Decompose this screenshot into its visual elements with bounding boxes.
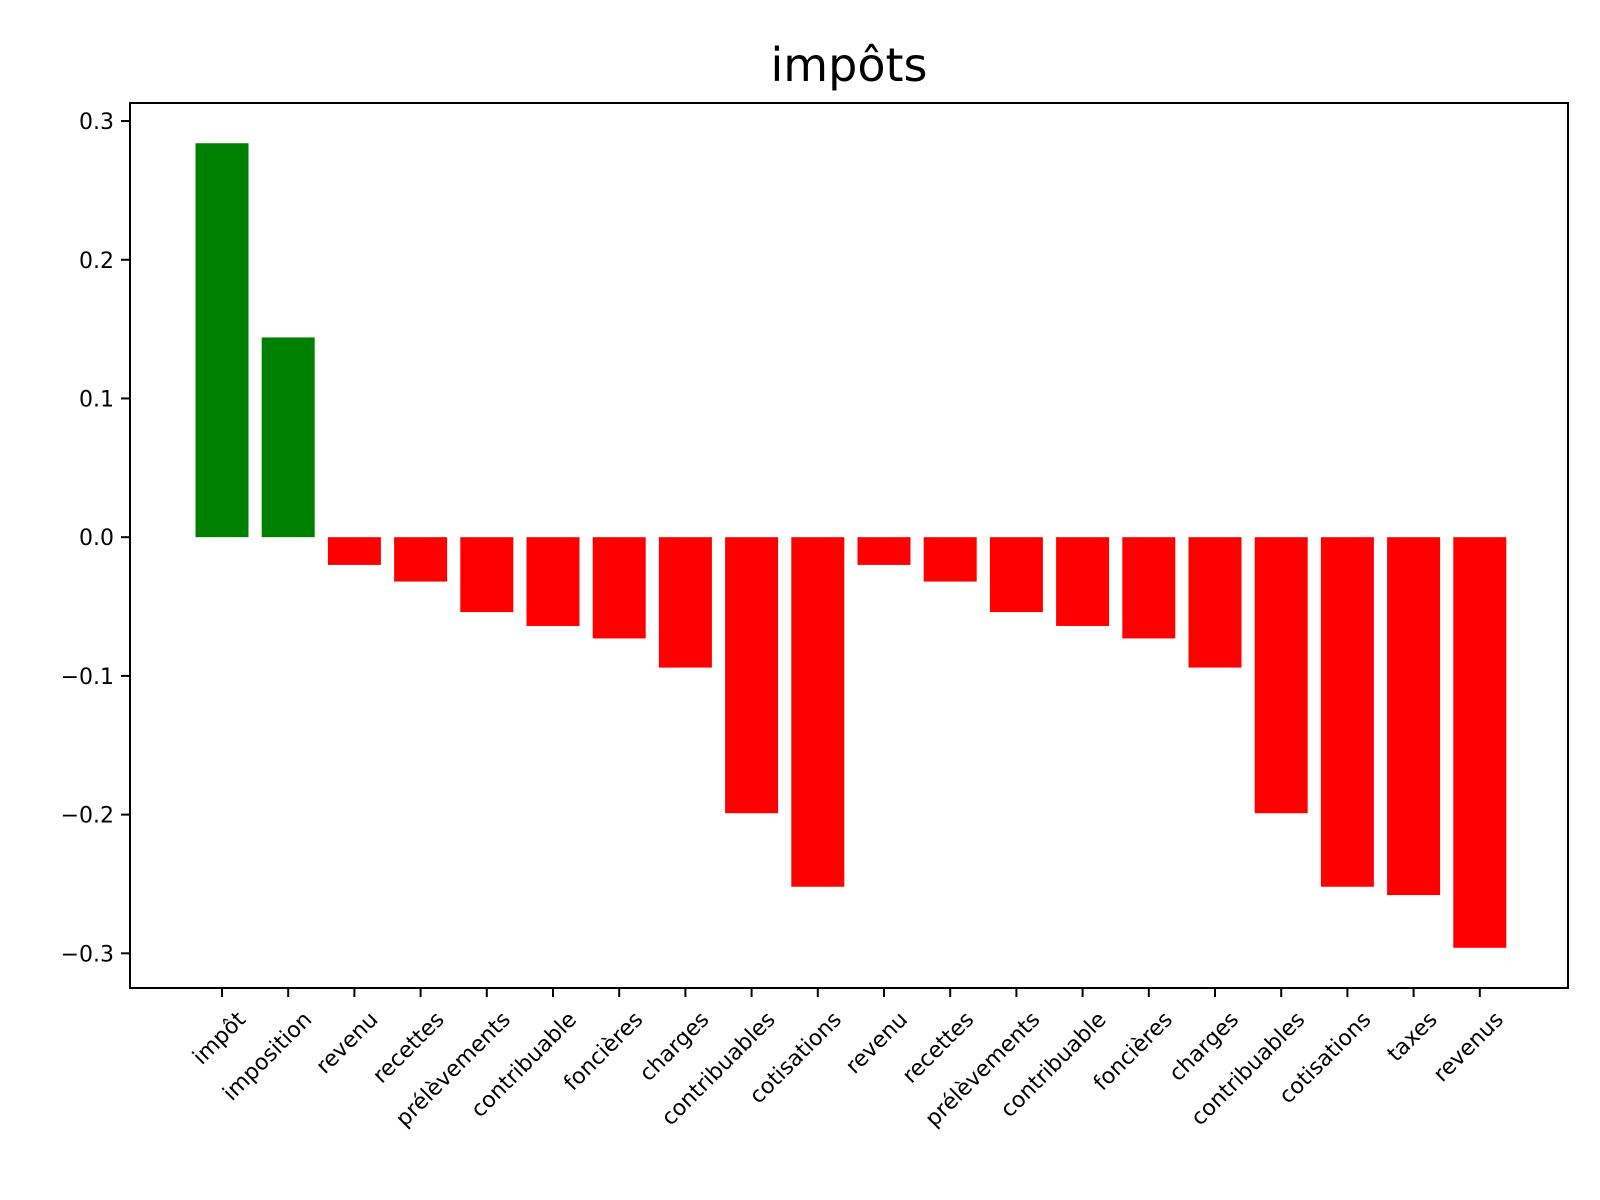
bar-12 (989, 537, 1043, 613)
x-tick-label-18: taxes (1383, 1007, 1443, 1067)
x-tick-label-4: prélèvements (391, 1007, 516, 1132)
bar-15 (1188, 537, 1242, 668)
y-tick-label-1: −0.2 (61, 804, 114, 829)
bar-3 (394, 537, 448, 582)
y-tick-label-2: −0.1 (61, 665, 114, 690)
y-tick-label-4: 0.1 (79, 387, 114, 412)
x-tick-label-19: revenus (1429, 1007, 1509, 1087)
x-tick-label-8: contribuables (657, 1007, 781, 1131)
bar-7 (658, 537, 712, 668)
bar-11 (923, 537, 977, 582)
bar-6 (592, 537, 646, 639)
plot-frame (129, 102, 1569, 989)
y-tick-label-5: 0.2 (79, 249, 114, 274)
x-tick-label-16: contribuables (1187, 1007, 1311, 1131)
x-tick-label-12: prélèvements (921, 1007, 1046, 1132)
bar-0 (195, 143, 249, 538)
bar-4 (460, 537, 514, 613)
y-tick-label-6: 0.3 (79, 110, 114, 135)
bar-8 (725, 537, 779, 814)
bar-10 (857, 537, 911, 565)
bar-9 (791, 537, 845, 887)
bars-layer (195, 143, 1507, 948)
bar-18 (1387, 537, 1441, 896)
x-tick-label-0: impôt (188, 1007, 251, 1070)
bar-19 (1453, 537, 1507, 948)
bar-1 (261, 337, 315, 538)
bar-2 (327, 537, 381, 565)
bar-14 (1122, 537, 1176, 639)
bar-5 (526, 537, 580, 626)
bar-16 (1254, 537, 1308, 814)
bar-17 (1320, 537, 1374, 887)
y-tick-label-0: −0.3 (61, 942, 114, 967)
chart-title: impôts (771, 38, 928, 92)
y-tick-label-3: 0.0 (79, 526, 114, 551)
bar-13 (1056, 537, 1110, 626)
